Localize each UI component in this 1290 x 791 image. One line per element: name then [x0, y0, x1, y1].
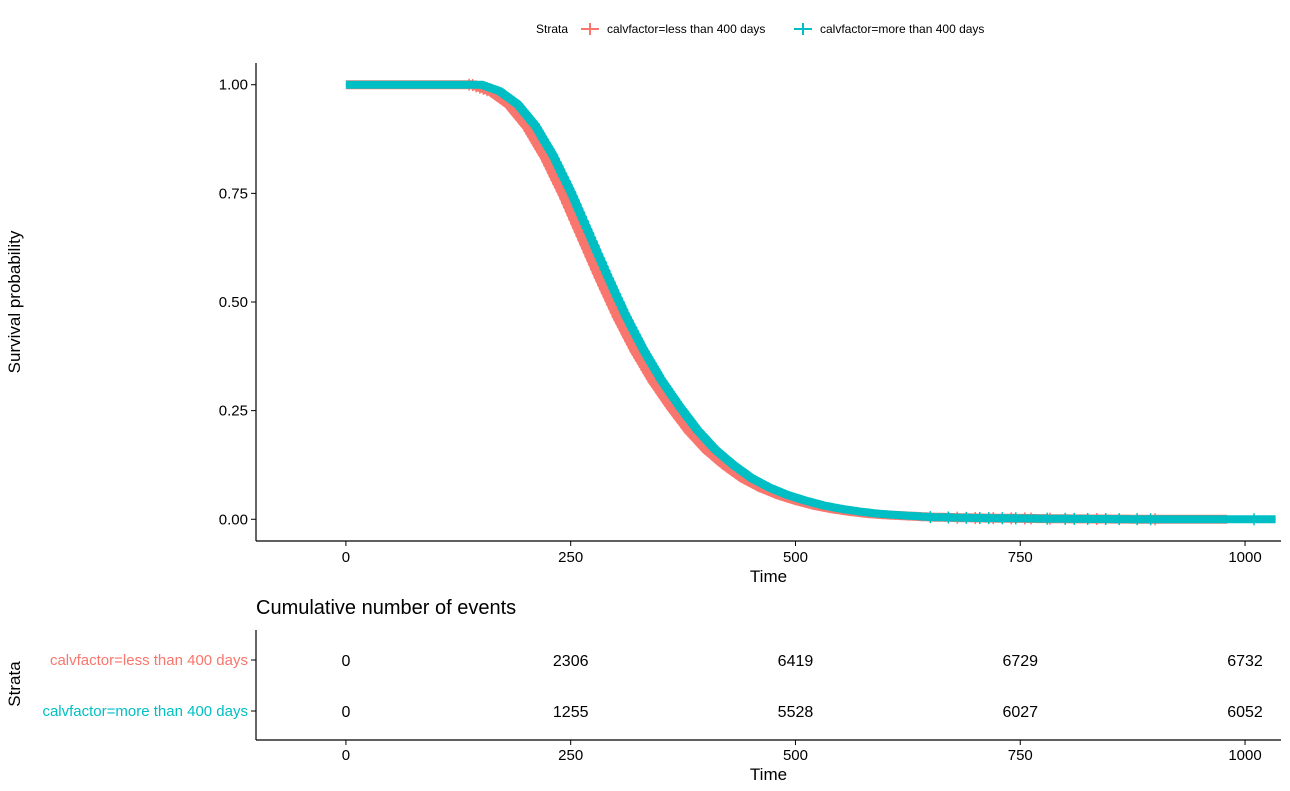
legend-key-more-than-400 — [793, 22, 813, 36]
table-x-tick-label: 1000 — [1228, 747, 1261, 764]
survival-plot-area: 0.00 0.25 0.50 0.75 1.00 0 250 500 750 1000 Time — [219, 63, 1281, 586]
table-cell-value: 6732 — [1227, 653, 1263, 670]
legend: Strata calvfactor=less than 400 days cal… — [0, 19, 1290, 39]
legend-key-less-than-400 — [580, 22, 600, 36]
table-row-label: calvfactor=less than 400 days — [50, 652, 248, 669]
survival-curve-more-than-400-band — [343, 80, 1278, 524]
table-x-axis-label: Time — [750, 765, 787, 784]
legend-label-more-than-400: calvfactor=more than 400 days — [820, 22, 985, 36]
risk-table-title: Cumulative number of events — [256, 597, 517, 619]
risk-table-area: calvfactor=less than 400 days 0 2306 6419 67… — [42, 630, 1281, 784]
table-cell-value: 6419 — [778, 653, 814, 670]
legend-title: Strata — [536, 22, 569, 36]
table-cell-value: 0 — [341, 704, 350, 721]
table-cell-value: 6052 — [1227, 704, 1263, 721]
survival-curve-less-than-400-band — [343, 80, 1230, 524]
y-tick-label: 1.00 — [219, 77, 248, 94]
table-x-tick-label: 250 — [558, 747, 583, 764]
legend-label-less-than-400: calvfactor=less than 400 days — [607, 22, 766, 36]
x-tick-label: 500 — [783, 549, 808, 566]
y-tick-label: 0.50 — [219, 294, 248, 311]
survival-curve-more-than-400 — [345, 83, 1276, 521]
table-x-tick-label: 750 — [1008, 747, 1033, 764]
y-tick-label: 0.00 — [219, 511, 248, 528]
table-cell-value: 0 — [341, 653, 350, 670]
table-row-label: calvfactor=more than 400 days — [42, 703, 248, 720]
x-tick-label: 750 — [1008, 549, 1033, 566]
table-cell-value: 5528 — [778, 704, 814, 721]
table-x-tick-label: 0 — [342, 747, 350, 764]
survival-curve-less-than-400 — [345, 83, 1228, 521]
survival-x-axis-label: Time — [750, 567, 787, 586]
x-tick-label: 0 — [342, 549, 350, 566]
table-cell-value: 6729 — [1002, 653, 1038, 670]
y-tick-label: 0.25 — [219, 403, 248, 420]
x-tick-label: 1000 — [1228, 549, 1261, 566]
y-tick-label: 0.75 — [219, 185, 248, 202]
table-cell-value: 2306 — [553, 653, 589, 670]
table-cell-value: 1255 — [553, 704, 589, 721]
table-x-tick-label: 500 — [783, 747, 808, 764]
table-cell-value: 6027 — [1002, 704, 1038, 721]
x-tick-label: 250 — [558, 549, 583, 566]
